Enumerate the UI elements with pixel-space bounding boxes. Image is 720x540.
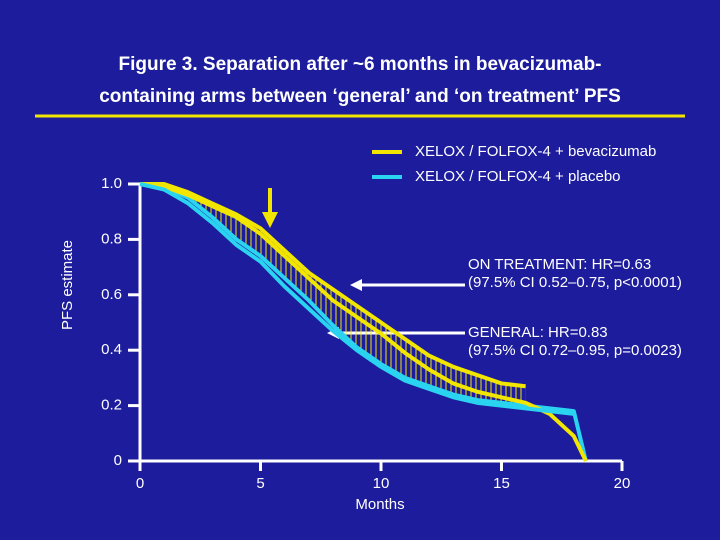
- annotation: ON TREATMENT: HR=0.63: [468, 256, 651, 273]
- annotation: (97.5% CI 0.72–0.95, p=0.0023): [468, 342, 682, 359]
- y-tick-label: 0.6: [101, 286, 122, 303]
- chart-title: containing arms between ‘general’ and ‘o…: [99, 86, 621, 107]
- y-tick-label: 0.8: [101, 230, 122, 247]
- survival-curve: [140, 182, 526, 389]
- y-tick-label: 0.2: [101, 397, 122, 414]
- pointer-arrow-head: [262, 212, 278, 228]
- annotation: GENERAL: HR=0.83: [468, 324, 608, 341]
- y-tick-label: 1.0: [101, 175, 122, 192]
- y-axis-label: PFS estimate: [59, 240, 76, 330]
- x-axis-label: Months: [355, 496, 404, 513]
- x-tick-label: 10: [373, 475, 390, 492]
- chart-title: Figure 3. Separation after ~6 months in …: [118, 54, 601, 75]
- legend-label: XELOX / FOLFOX-4 + placebo: [415, 168, 621, 185]
- survival-curve: [139, 182, 588, 462]
- y-tick-label: 0.4: [101, 341, 122, 358]
- x-tick-label: 15: [493, 475, 510, 492]
- survival-curve: [139, 182, 575, 416]
- x-tick-label: 5: [256, 475, 264, 492]
- annotation-arrow-head: [350, 279, 362, 291]
- y-tick-label: 0: [114, 452, 122, 469]
- survival-curve: [139, 182, 588, 462]
- x-tick-label: 20: [614, 475, 631, 492]
- legend-label: XELOX / FOLFOX-4 + bevacizumab: [415, 143, 656, 160]
- annotation: (97.5% CI 0.52–0.75, p<0.0001): [468, 274, 682, 291]
- x-tick-label: 0: [136, 475, 144, 492]
